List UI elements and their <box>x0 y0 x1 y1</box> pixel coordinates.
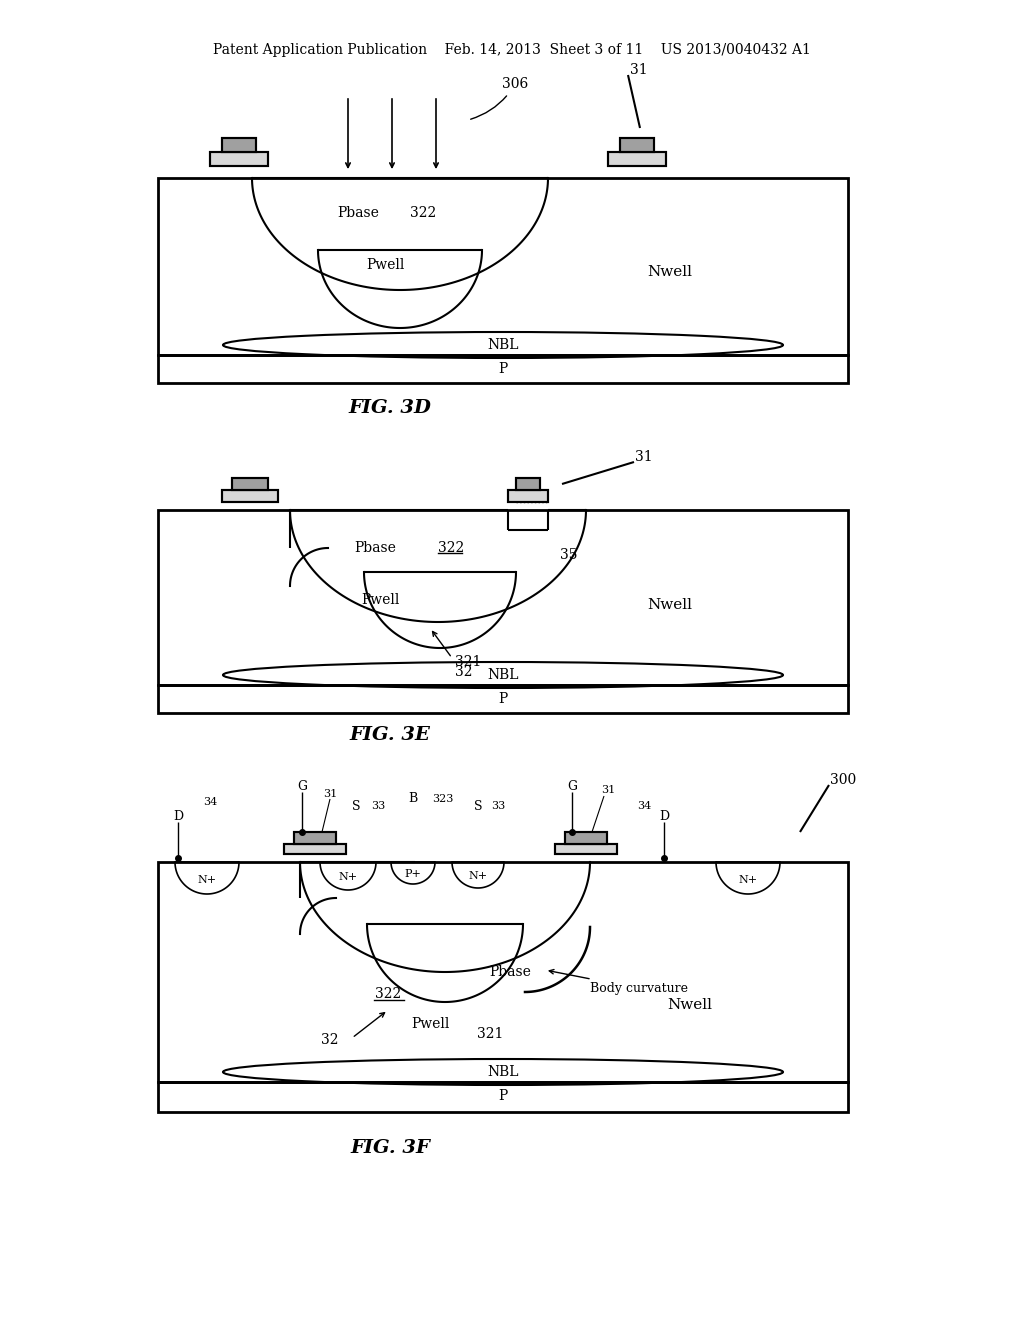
Text: 32: 32 <box>322 1034 339 1047</box>
Bar <box>158 510 848 685</box>
Bar <box>294 832 336 843</box>
Text: Pbase: Pbase <box>489 965 530 979</box>
Text: 300: 300 <box>830 774 856 787</box>
Text: B: B <box>409 792 418 805</box>
Text: D: D <box>658 809 669 822</box>
Text: D: D <box>173 809 183 822</box>
Text: N+: N+ <box>738 875 758 884</box>
Text: 322: 322 <box>438 541 464 554</box>
Bar <box>516 478 540 490</box>
Text: 322: 322 <box>410 206 436 220</box>
Bar <box>222 139 256 152</box>
Text: FIG. 3F: FIG. 3F <box>350 1139 430 1158</box>
Bar <box>620 139 654 152</box>
Text: 34: 34 <box>203 797 217 807</box>
Text: 321: 321 <box>477 1027 503 1041</box>
Text: 31: 31 <box>630 63 647 77</box>
Bar <box>222 490 278 502</box>
Bar <box>516 478 540 490</box>
Bar <box>158 355 848 383</box>
Bar <box>232 478 268 490</box>
Text: 306: 306 <box>471 77 528 119</box>
Text: 34: 34 <box>637 801 651 810</box>
Text: Nwell: Nwell <box>647 598 692 612</box>
Bar <box>555 843 617 854</box>
Bar <box>232 478 268 490</box>
Bar <box>555 843 617 854</box>
Bar <box>620 139 654 152</box>
Text: Pwell: Pwell <box>366 257 404 272</box>
Text: 35: 35 <box>560 548 578 562</box>
Text: Nwell: Nwell <box>668 998 713 1012</box>
Text: P: P <box>499 1089 508 1104</box>
Text: 322: 322 <box>375 987 401 1001</box>
Text: 31: 31 <box>635 450 652 465</box>
Text: Pwell: Pwell <box>360 593 399 607</box>
Bar <box>158 862 848 1082</box>
Text: Nwell: Nwell <box>647 265 692 279</box>
Text: S: S <box>352 800 360 813</box>
Bar <box>608 152 666 166</box>
Bar <box>294 832 336 843</box>
Bar <box>284 843 346 854</box>
Bar <box>508 490 548 502</box>
Text: Patent Application Publication    Feb. 14, 2013  Sheet 3 of 11    US 2013/004043: Patent Application Publication Feb. 14, … <box>213 44 811 57</box>
Text: 32: 32 <box>455 665 472 678</box>
Text: N+: N+ <box>198 875 216 884</box>
Bar <box>210 152 268 166</box>
Bar <box>158 1082 848 1111</box>
Text: NBL: NBL <box>487 1065 519 1078</box>
Bar <box>158 178 848 355</box>
Bar <box>210 152 268 166</box>
Text: 321: 321 <box>455 655 481 669</box>
Bar <box>565 832 607 843</box>
Text: 31: 31 <box>601 785 615 795</box>
Text: G: G <box>567 780 577 792</box>
Text: S: S <box>474 800 482 813</box>
Text: FIG. 3D: FIG. 3D <box>348 399 431 417</box>
Bar <box>158 685 848 713</box>
Text: Pbase: Pbase <box>337 206 379 220</box>
Text: 33: 33 <box>490 801 505 810</box>
Text: 33: 33 <box>371 801 385 810</box>
Text: Pbase: Pbase <box>354 541 396 554</box>
Text: P+: P+ <box>404 869 422 879</box>
Text: Body curvature: Body curvature <box>549 969 688 995</box>
Bar <box>608 152 666 166</box>
Bar <box>565 832 607 843</box>
Text: 323: 323 <box>432 795 454 804</box>
Text: 31: 31 <box>323 789 337 799</box>
Text: N+: N+ <box>468 871 487 882</box>
Text: P: P <box>499 362 508 376</box>
Text: FIG. 3E: FIG. 3E <box>349 726 430 744</box>
Text: P: P <box>499 692 508 706</box>
Text: N+: N+ <box>339 873 357 882</box>
Bar <box>284 843 346 854</box>
Text: G: G <box>297 780 307 792</box>
Bar <box>222 490 278 502</box>
Text: NBL: NBL <box>487 338 519 352</box>
Text: NBL: NBL <box>487 668 519 682</box>
Bar <box>222 139 256 152</box>
Text: Pwell: Pwell <box>411 1016 450 1031</box>
Bar <box>508 490 548 502</box>
